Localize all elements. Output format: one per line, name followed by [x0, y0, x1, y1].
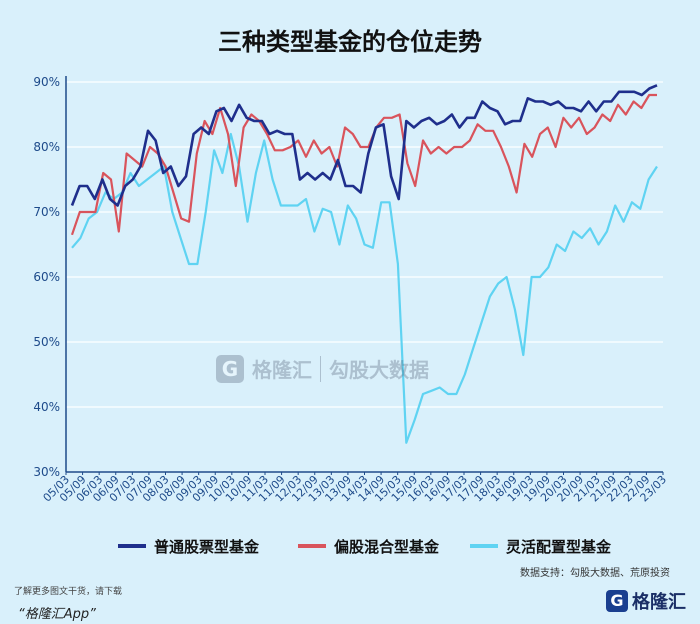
footer-line2: “格隆汇App”: [18, 607, 96, 622]
footer-line1: 了解更多图文干货，请下载: [14, 587, 123, 597]
y-tick-label: 30%: [33, 465, 60, 479]
footer-promo: 了解更多图文干货，请下载 “格隆汇App”: [14, 584, 122, 622]
watermark-logo-icon: G: [216, 354, 244, 383]
watermark-brand: 格隆汇: [252, 358, 312, 382]
y-tick-label: 80%: [33, 140, 60, 154]
y-tick-label: 90%: [33, 75, 60, 89]
legend-label: 普通股票型基金: [154, 538, 260, 556]
chart-title: 三种类型基金的仓位走势: [218, 28, 482, 56]
brand-logo-icon: G: [606, 590, 628, 612]
watermark-divider: [320, 355, 321, 382]
watermark: G 格隆汇 勾股大数据: [216, 354, 429, 383]
y-tick-label: 60%: [33, 270, 60, 284]
y-tick-label: 70%: [33, 205, 60, 219]
legend-label: 偏股混合型基金: [334, 538, 440, 556]
series-line-stock: [70, 84, 658, 207]
series-line-allocation: [71, 132, 658, 444]
chart-card: 三种类型基金的仓位走势 30% 40% 50% 60% 70% 80% 90% 05/03 05…: [8, 8, 692, 580]
legend-label: 灵活配置型基金: [506, 538, 612, 556]
footer-logo: G 格隆汇: [606, 588, 686, 614]
brand-logo-text: 格隆汇: [632, 592, 686, 613]
line-chart: 30%40%50%60%70%80%90%05/0305/0906/0306/0…: [33, 75, 669, 556]
source-note: 数据支持：勾股大数据、荒原投资: [520, 568, 670, 579]
y-tick-label: 50%: [33, 335, 60, 349]
series-line-mixed: [70, 93, 657, 236]
y-tick-label: 40%: [33, 400, 60, 414]
watermark-brand-2: 勾股大数据: [329, 358, 429, 382]
